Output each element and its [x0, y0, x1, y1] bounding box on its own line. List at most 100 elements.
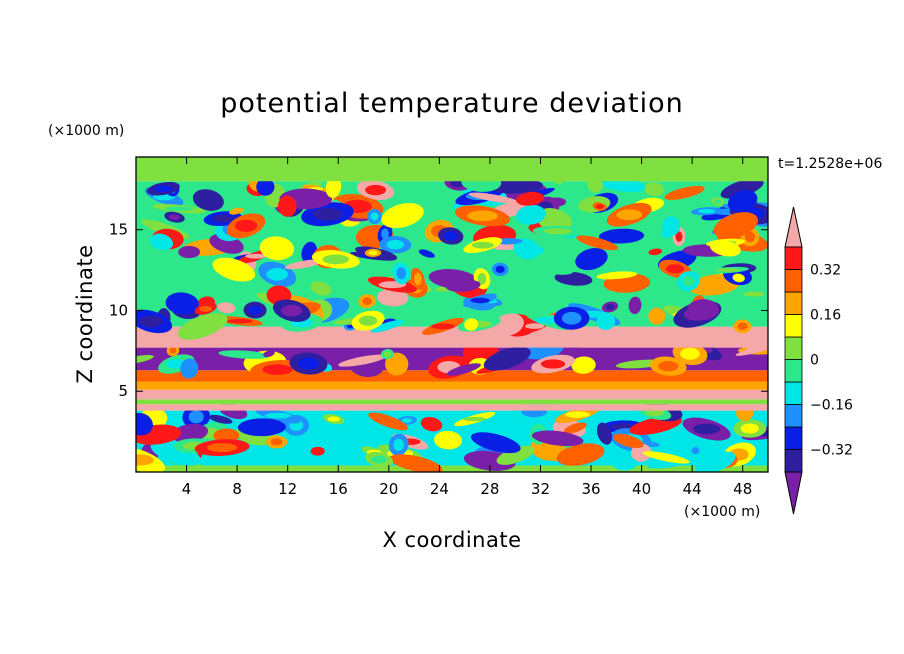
contour-blob — [368, 412, 409, 431]
contour-blob — [136, 354, 154, 365]
contour-blob — [401, 418, 413, 423]
contour-blob — [462, 416, 487, 422]
contour-blob — [172, 268, 204, 292]
contour-band-0 — [136, 465, 768, 472]
time-label: t=1.2528e+06 — [778, 156, 882, 172]
contour-blob — [168, 214, 181, 220]
contour-blob — [385, 352, 409, 376]
contour-blob — [177, 313, 228, 340]
contour-blob — [362, 297, 372, 306]
contour-blob — [648, 307, 666, 325]
contour-blob — [216, 238, 237, 249]
x-tick-label: 8 — [232, 480, 242, 498]
contour-band-10 — [136, 157, 768, 182]
contour-blob — [605, 304, 615, 310]
colorbar-segment — [784, 336, 803, 360]
contour-blob — [281, 304, 303, 317]
contour-blob — [256, 178, 275, 196]
x-tick-label: 32 — [531, 480, 550, 498]
contour-blob — [628, 296, 642, 315]
contour-blob — [467, 210, 498, 222]
contour-band-8 — [136, 326, 768, 348]
contour-blob — [178, 245, 201, 259]
colorbar-segment — [784, 314, 803, 338]
contour-blob — [212, 214, 234, 223]
contour-blob — [154, 185, 173, 193]
contour-blob — [644, 182, 665, 197]
contour-blob — [630, 443, 652, 462]
contour-blob — [218, 350, 270, 359]
x-tick-label: 12 — [278, 480, 297, 498]
contour-blob — [293, 262, 315, 267]
colorbar-segment — [784, 426, 803, 450]
contour-blob — [598, 228, 645, 244]
contour-blob — [446, 363, 481, 376]
contour-blob — [312, 207, 343, 221]
contour-blob — [310, 281, 332, 296]
contour-blob — [381, 228, 389, 240]
contour-blob — [371, 455, 387, 464]
contour-blob — [743, 291, 765, 297]
colorbar-segment — [784, 404, 803, 428]
contour-blob — [358, 315, 378, 326]
contour-blob — [571, 356, 596, 374]
contour-blob — [237, 418, 286, 437]
contour-blob — [207, 443, 238, 453]
colorbar-tick-label: 0.32 — [810, 263, 841, 279]
contour-blob — [389, 454, 443, 472]
contour-blob — [229, 207, 244, 215]
contour-blob — [713, 212, 758, 239]
contour-blob — [450, 179, 465, 188]
colorbar-segment — [784, 269, 803, 293]
y-tick-label: 5 — [118, 382, 128, 400]
contour-blob — [694, 451, 736, 472]
contour-blob — [298, 357, 319, 370]
contour-blob — [393, 438, 405, 451]
contour-blob — [327, 416, 340, 422]
contour-blob — [165, 292, 199, 315]
contour-blob — [732, 273, 745, 283]
contour-blob — [322, 254, 350, 265]
contour-blob — [610, 423, 635, 430]
contour-blob — [213, 428, 240, 443]
colorbar-segment — [784, 381, 803, 405]
contour-blob — [443, 231, 458, 241]
contour-blob — [720, 178, 764, 199]
colorbar-tick-label: 0.16 — [810, 308, 841, 324]
x-tick-label: 20 — [379, 480, 398, 498]
contour-blob — [664, 185, 705, 200]
contour-blob — [563, 422, 587, 434]
contour-blob — [575, 248, 608, 271]
contour-blob — [477, 272, 487, 285]
y-axis: 5 10 15 — [109, 221, 768, 400]
contour-blob — [616, 209, 643, 221]
contour-blob — [171, 423, 209, 443]
chart-title: potential temperature deviation — [220, 88, 683, 119]
contour-blob — [149, 233, 174, 251]
contour-band-5 — [136, 381, 768, 390]
x-axis: 4 8 12 16 20 24 28 32 36 40 44 48 — [182, 157, 752, 498]
contour-blob — [516, 191, 545, 206]
contour-blob — [208, 414, 233, 424]
contour-blob — [365, 184, 387, 196]
x-unit-label: (×1000 m) — [684, 504, 760, 520]
contour-blob — [212, 257, 256, 282]
contour-blob — [483, 346, 531, 371]
x-tick-label: 44 — [683, 480, 702, 498]
contour-blob — [270, 438, 283, 446]
contour-blob — [714, 199, 722, 204]
colorbar-segment — [784, 359, 803, 383]
contour-blob — [744, 231, 756, 243]
contour-blob — [595, 204, 604, 209]
contour-blob — [370, 212, 379, 221]
x-axis-title: X coordinate — [382, 528, 521, 552]
contour-blob — [325, 176, 342, 198]
y-tick-label: 15 — [109, 221, 128, 239]
contour-blob — [418, 249, 435, 258]
y-unit-label: (×1000 m) — [48, 123, 124, 139]
contour-blob — [383, 351, 391, 357]
contour-blob — [516, 204, 546, 225]
contour-blob — [596, 271, 638, 280]
colorbar-segment — [784, 291, 803, 315]
contour-blob — [554, 271, 593, 286]
